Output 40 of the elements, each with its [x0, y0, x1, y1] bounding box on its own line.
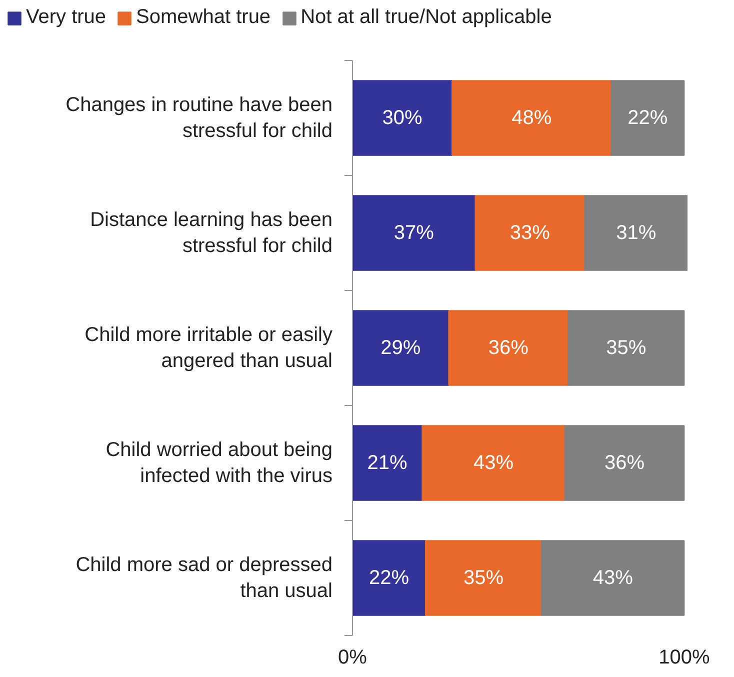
y-tick-label: Child more irritable or easily angered than usual [84, 324, 333, 372]
data-label: 22% [368, 567, 410, 589]
data-label: 30% [382, 107, 422, 129]
data-label: 43% [592, 567, 634, 589]
y-tick-label: Distance learning has been stressful for child [90, 208, 333, 258]
y-tick-label: Child more sad or depressed than usual [76, 554, 332, 602]
legend-label: Somewhat true [136, 6, 271, 29]
data-label: 35% [464, 567, 504, 589]
data-label: 36% [488, 337, 529, 359]
bar [352, 310, 450, 386]
y-tick-label: Child worried about being infected with the virus [106, 438, 333, 488]
bar [352, 80, 453, 156]
bar [452, 80, 612, 156]
data-label: 35% [606, 337, 646, 359]
bar [584, 195, 688, 271]
bar [352, 540, 426, 616]
bar [424, 540, 542, 616]
bar [352, 195, 476, 271]
data-label: 43% [473, 452, 514, 474]
data-label: 21% [367, 452, 408, 474]
data-label: 36% [604, 452, 645, 474]
bar [568, 310, 685, 386]
legend-label: Very true [26, 6, 106, 29]
data-label: 48% [512, 107, 552, 129]
bar [448, 310, 569, 386]
bar [422, 425, 566, 501]
data-label: 33% [510, 222, 550, 244]
bar [610, 80, 685, 156]
data-label: 37% [394, 222, 434, 244]
bar [352, 425, 423, 501]
legend-label: Not at all true/Not applicable [300, 6, 552, 29]
x-tick-label: 100% [658, 646, 710, 668]
bar [541, 540, 685, 616]
x-tick-label: 0% [338, 646, 368, 668]
y-tick-label: Changes in routine have been stressful for child [66, 94, 333, 142]
data-label: 31% [616, 222, 656, 244]
bar [474, 195, 586, 271]
bar [564, 425, 685, 501]
data-label: 22% [628, 107, 668, 129]
data-label: 29% [380, 337, 421, 359]
